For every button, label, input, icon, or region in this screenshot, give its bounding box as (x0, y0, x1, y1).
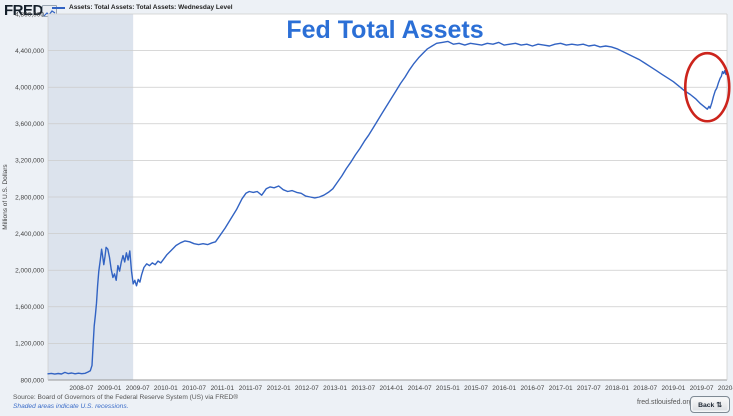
x-axis-tick-label: 2010-01 (154, 385, 178, 392)
annotation-circle (683, 51, 731, 123)
x-axis-tick-label: 2018-07 (633, 385, 657, 392)
y-axis-unit-label: Millions of U.S. Dollars (2, 164, 9, 230)
x-axis-tick-label: 2015-07 (464, 385, 488, 392)
y-axis-tick-label: 2,400,000 (15, 231, 44, 238)
x-axis-tick-label: 2014-07 (408, 385, 432, 392)
x-axis-tick-label: 2010-07 (182, 385, 206, 392)
x-axis-tick-label: 2008-07 (69, 385, 93, 392)
y-axis-labels: 800,000 1,200,000 1,600,000 2,000,000 2,400,… (15, 11, 44, 384)
x-axis-tick-label: 2012-07 (295, 385, 319, 392)
site-url: fred.stlouisfed.org (637, 399, 693, 406)
y-axis-tick-label: 1,200,000 (15, 341, 44, 348)
legend: Assets: Total Assets: Total Assets: Wedn… (52, 4, 233, 11)
x-axis-tick-label: 2012-01 (267, 385, 291, 392)
y-axis-tick-label: 3,600,000 (15, 121, 44, 128)
y-axis-tick-label: 2,800,000 (15, 194, 44, 201)
x-axis-tick-label: 2020-01 (718, 385, 733, 392)
x-axis-tick-label: 2019-07 (690, 385, 714, 392)
back-button[interactable]: Back ⇅ (690, 396, 730, 413)
x-axis-tick-label: 2009-01 (98, 385, 122, 392)
x-axis-tick-label: 2014-01 (380, 385, 404, 392)
series-line (47, 40, 728, 375)
y-axis-tick-label: 1,600,000 (15, 304, 44, 311)
x-axis-tick-label: 2016-07 (521, 385, 545, 392)
x-axis-tick-label: 2009-07 (126, 385, 150, 392)
x-axis-labels: 2008-07 2009-01 2009-07 2010-01 2010-07 2011-… (69, 385, 733, 392)
x-axis-tick-label: 2019-01 (661, 385, 685, 392)
x-axis-tick-label: 2013-01 (323, 385, 347, 392)
y-axis-tick-label: 3,200,000 (15, 158, 44, 165)
x-axis-tick-label: 2017-07 (577, 385, 601, 392)
fred-logo: FRED (4, 2, 43, 19)
y-axis-tick-label: 4,000,000 (15, 85, 44, 92)
x-axis-tick-label: 2011-07 (239, 385, 263, 392)
legend-series-label: Assets: Total Assets: Total Assets: Wedn… (69, 4, 233, 11)
x-axis-tick-label: 2016-01 (492, 385, 516, 392)
source-attribution: Source: Board of Governors of the Federa… (13, 394, 239, 401)
legend-line-swatch (52, 6, 65, 9)
chart-title: Fed Total Assets (286, 16, 484, 44)
y-axis-tick-label: 2,000,000 (15, 268, 44, 275)
x-axis-tick-label: 2011-01 (211, 385, 235, 392)
x-axis-tick-label: 2013-07 (351, 385, 375, 392)
y-axis-tick-label: 4,800,000 (15, 11, 44, 18)
y-axis-tick-label: 800,000 (21, 377, 45, 384)
x-axis-tick-label: 2017-01 (549, 385, 573, 392)
y-axis-tick-label: 4,400,000 (15, 48, 44, 55)
x-axis-tick-label: 2018-01 (605, 385, 629, 392)
recession-note-link[interactable]: Shaded areas indicate U.S. recessions. (13, 403, 129, 410)
x-axis-tick-label: 2015-01 (436, 385, 460, 392)
